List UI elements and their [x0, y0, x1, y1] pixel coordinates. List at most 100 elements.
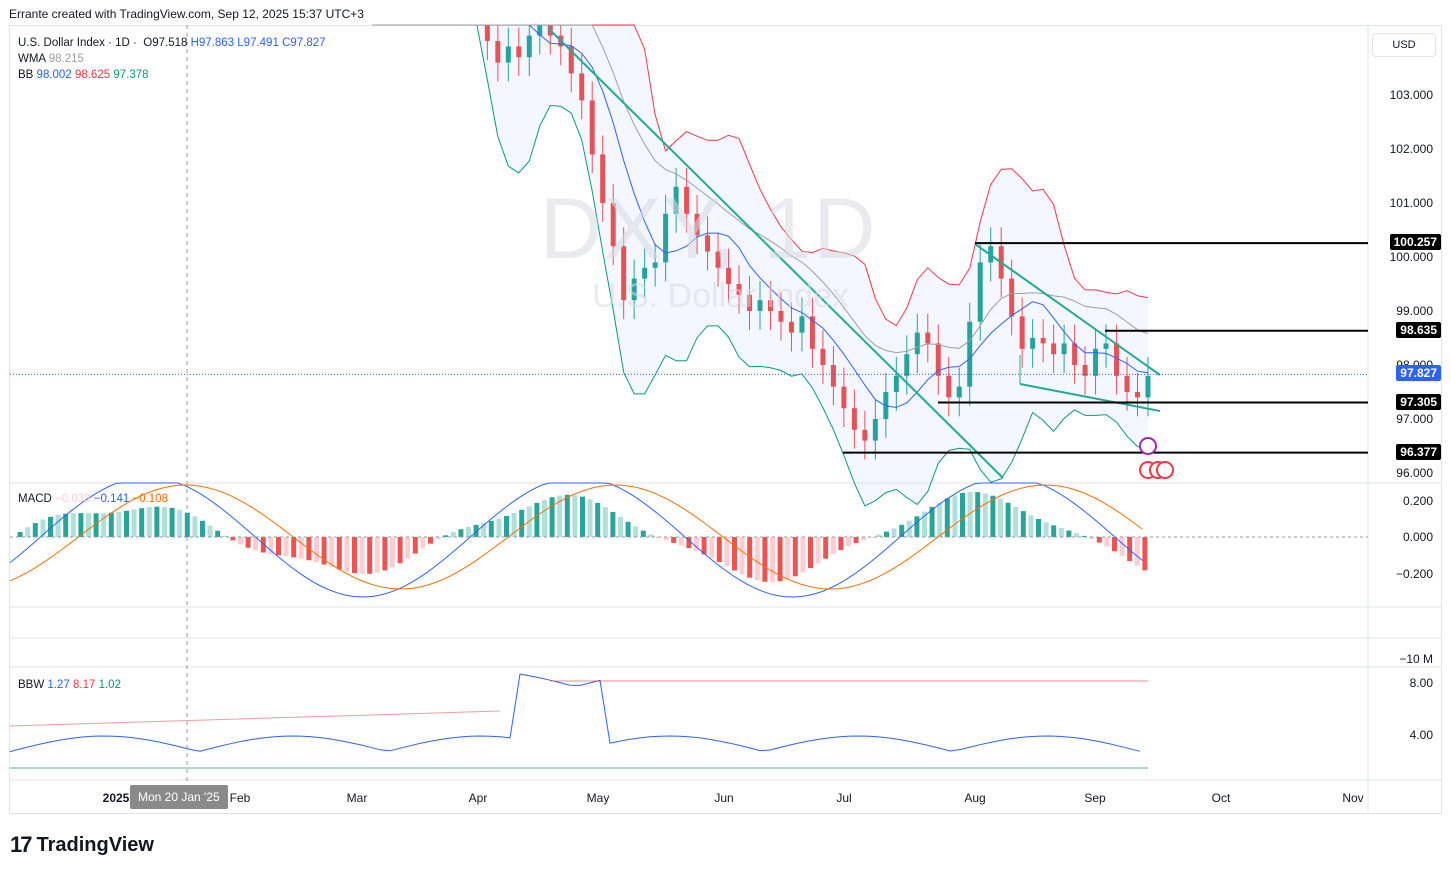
candle-body: [589, 100, 595, 155]
macd-histogram-bar: [352, 537, 357, 574]
macd-line: [9, 482, 1143, 598]
macd-histogram-bar: [230, 537, 236, 541]
legend-wma-label: WMA: [18, 53, 46, 65]
candle-body: [809, 316, 815, 349]
watermark-ticker: DXY, 1D: [540, 181, 878, 277]
macd-histogram-bar: [222, 535, 228, 537]
time-axis-label: Aug: [964, 791, 986, 805]
macd-histogram-bar: [686, 537, 692, 549]
macd-histogram-bar: [564, 494, 570, 537]
macd-histogram-bar: [177, 509, 183, 537]
candle-body: [893, 375, 899, 392]
macd-signal-line: [9, 484, 1143, 590]
legend-macd-hist: −0.033: [55, 493, 91, 505]
candle-body: [1124, 375, 1130, 392]
tradingview-footer[interactable]: 17 TradingView: [10, 832, 154, 857]
macd-histogram-bar: [184, 512, 190, 537]
macd-histogram-bar: [458, 529, 464, 537]
macd-histogram-bar: [504, 516, 509, 537]
time-axis-label: Sep: [1084, 791, 1106, 805]
macd-histogram-bar: [25, 527, 31, 537]
candle-body: [967, 321, 973, 387]
macd-histogram-bar: [595, 502, 601, 537]
candle-body: [1135, 392, 1141, 398]
macd-histogram-bar: [1104, 537, 1110, 547]
macd-histogram-bar: [55, 514, 61, 537]
candle-body: [705, 235, 711, 252]
macd-histogram-bar: [124, 510, 129, 537]
legend-bbw[interactable]: BBW 1.27 8.17 1.02: [18, 678, 121, 692]
macd-histogram-bar: [549, 497, 555, 537]
macd-histogram-bar: [542, 499, 547, 537]
candle-body: [747, 294, 753, 311]
macd-histogram-bar: [724, 537, 730, 567]
legend-macd-label: MACD: [18, 493, 52, 505]
legend-main: U.S. Dollar Index · 1D · O97.518 H97.863…: [18, 36, 326, 50]
legend-bbw-v3: 1.02: [98, 679, 121, 691]
legend-bb-label: BB: [18, 69, 34, 81]
candle-body: [799, 316, 805, 333]
macd-histogram-bar: [770, 537, 775, 583]
candle-body: [568, 46, 574, 74]
candle-body: [610, 203, 616, 247]
macd-histogram-bar: [633, 526, 639, 537]
macd-histogram-bar: [1112, 537, 1117, 552]
watermark-name: U.S. Dollar Index: [592, 277, 849, 315]
candle-body: [830, 365, 836, 387]
macd-histogram-bar: [716, 537, 722, 563]
tradingview-logo-icon: 17: [10, 832, 33, 857]
macd-histogram-bar: [207, 525, 213, 537]
macd-histogram-bar: [1036, 518, 1041, 537]
macd-histogram-bar: [1119, 537, 1125, 557]
candle-body: [1030, 338, 1036, 349]
currency-button[interactable]: USD: [1372, 33, 1436, 57]
legend-bb[interactable]: BB 98.002 98.625 97.378: [18, 68, 149, 82]
macd-histogram-bar: [238, 537, 243, 545]
macd-histogram-bar: [557, 495, 563, 537]
candle-body: [935, 343, 941, 376]
macd-histogram-bar: [800, 537, 806, 573]
candle-body: [684, 186, 690, 214]
macd-histogram-bar: [154, 506, 160, 537]
macd-histogram-bar: [192, 516, 198, 537]
macd-histogram-bar: [336, 537, 342, 570]
macd-axis-1: 0.000: [1402, 530, 1433, 544]
candle-body: [526, 35, 532, 58]
candle-body: [914, 332, 920, 355]
price-axis-label: 96.000: [1396, 466, 1433, 480]
macd-histogram-bar: [1142, 537, 1148, 571]
candle-body: [1072, 343, 1078, 365]
macd-histogram-bar: [390, 537, 395, 568]
bbw-axis-0: 8.00: [1409, 676, 1433, 690]
macd-histogram-bar: [678, 537, 684, 546]
time-axis-label: Oct: [1211, 791, 1231, 805]
candle-body: [694, 213, 700, 236]
macd-histogram-bar: [1066, 530, 1072, 537]
macd-histogram-bar: [610, 511, 616, 537]
macd-histogram-bar: [838, 537, 844, 550]
legend-symbol[interactable]: U.S. Dollar Index · 1D ·: [18, 37, 137, 49]
macd-histogram-bar: [131, 509, 137, 537]
macd-histogram-bar: [861, 537, 867, 541]
legend-macd[interactable]: MACD −0.033 −0.141 −0.108: [18, 492, 168, 506]
candle-body: [946, 375, 952, 398]
time-axis-label: Apr: [468, 791, 488, 805]
time-axis-label: Jun: [714, 791, 734, 805]
lightning-event-icon: [1139, 437, 1157, 455]
candle-body: [505, 46, 511, 63]
candle-body: [788, 321, 794, 333]
macd-histogram-bar: [1028, 515, 1034, 537]
macd-histogram-bar: [519, 509, 525, 537]
macd-histogram-bar: [17, 531, 23, 537]
candle-body: [579, 73, 585, 101]
legend-wma[interactable]: WMA 98.215: [18, 52, 84, 66]
bbw-axis-1: 4.00: [1409, 728, 1433, 742]
macd-histogram-bar: [732, 537, 737, 571]
macd-histogram-bar: [443, 535, 449, 537]
macd-histogram-bar: [1134, 537, 1140, 566]
price-tag: 97.305: [1396, 393, 1441, 410]
macd-histogram-bar: [853, 537, 859, 543]
macd-histogram-bar: [777, 537, 783, 582]
macd-histogram-bar: [481, 522, 487, 537]
